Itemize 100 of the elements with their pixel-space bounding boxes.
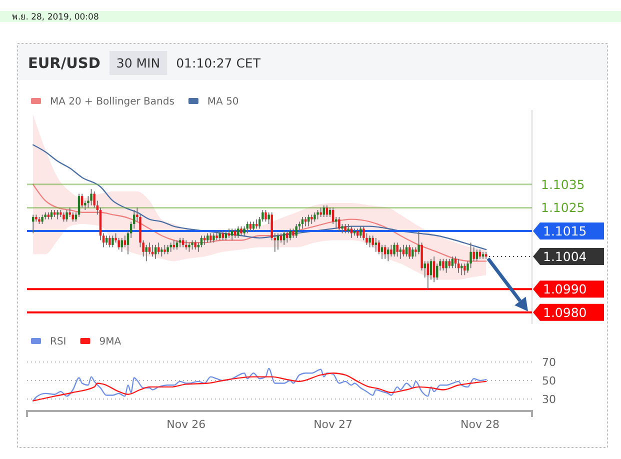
candlestick <box>255 218 258 230</box>
candlestick <box>240 226 242 236</box>
y-tick-label: 1.0980 <box>543 304 587 320</box>
candlestick <box>276 232 280 250</box>
candlestick <box>66 210 68 222</box>
candlestick <box>268 212 270 224</box>
candlestick <box>118 237 120 250</box>
candlestick <box>393 242 396 257</box>
text: 01:10:27 CET <box>176 56 261 70</box>
y-tick-label: 70 <box>542 356 556 369</box>
candlestick <box>243 226 246 236</box>
candlestick <box>426 260 430 290</box>
candlestick <box>451 256 454 269</box>
candlestick <box>295 224 298 238</box>
candlestick <box>384 244 386 260</box>
text: พ.ย. 28, 2019, 00:08 <box>12 12 99 22</box>
candlestick <box>374 237 378 252</box>
candlestick <box>476 249 478 262</box>
candlestick <box>185 240 188 250</box>
legend-label: MA 50 <box>207 96 239 108</box>
candlestick <box>78 193 80 218</box>
candlestick <box>145 244 148 262</box>
candlestick <box>347 224 350 234</box>
candlestick <box>84 200 86 210</box>
legend-label: 9MA <box>99 336 122 348</box>
candlestick <box>362 226 365 241</box>
candlestick <box>470 242 472 269</box>
candlestick <box>414 246 417 257</box>
candlestick <box>432 256 436 283</box>
chart-subtitle: 30 MIN <box>116 56 160 70</box>
candlestick <box>80 193 84 208</box>
candlestick <box>206 232 209 244</box>
candlestick <box>292 228 294 238</box>
candlestick <box>445 258 448 274</box>
candlestick <box>203 235 206 246</box>
candlestick <box>472 246 475 262</box>
candlestick <box>405 244 408 257</box>
candlestick <box>210 232 212 244</box>
candlestick <box>170 242 172 252</box>
y-tick-label: 1.1025 <box>541 200 585 216</box>
candlestick <box>289 228 292 241</box>
candlestick <box>378 240 380 255</box>
candlestick <box>166 244 169 255</box>
y-tick-label: 50 <box>542 374 556 388</box>
y-tick-label: 30 <box>542 392 556 406</box>
legend-label: RSI <box>50 336 66 348</box>
candlestick <box>108 235 111 248</box>
candlestick <box>322 204 325 218</box>
y-tick-label: 1.1015 <box>543 223 587 238</box>
candlestick <box>464 263 466 276</box>
candlestick <box>350 226 353 238</box>
candlestick <box>264 210 267 222</box>
candlestick <box>338 216 340 232</box>
candlestick <box>332 207 334 224</box>
y-tick-label: 1.1004 <box>543 249 587 264</box>
candlestick <box>436 263 438 280</box>
candlestick <box>200 235 203 248</box>
candlestick <box>62 212 65 222</box>
candlestick <box>188 242 190 252</box>
x-tick-label: Nov 26 <box>166 418 206 431</box>
candlestick <box>387 246 390 262</box>
candlestick <box>412 246 414 260</box>
candlestick <box>442 258 444 271</box>
candlestick <box>164 244 166 255</box>
candlestick <box>360 226 362 238</box>
candlestick <box>191 240 194 250</box>
y-tick-label: 1.1035 <box>541 176 585 192</box>
candlestick <box>237 226 240 238</box>
candlestick <box>310 214 313 224</box>
candlestick <box>154 244 157 260</box>
candlestick <box>341 224 344 234</box>
candlestick <box>68 207 71 218</box>
candlestick <box>368 235 371 248</box>
candlestick <box>286 230 288 244</box>
x-tick-label: Nov 27 <box>314 418 353 431</box>
candlestick <box>396 242 398 257</box>
candlestick <box>112 235 114 248</box>
candlestick <box>148 242 151 255</box>
candlestick <box>418 230 420 255</box>
legend-label: MA 20 + Bollinger Bands <box>50 96 174 108</box>
candlestick <box>399 246 402 260</box>
candlestick <box>194 240 196 250</box>
chart-title: EUR/USD <box>28 56 100 72</box>
candlestick <box>282 230 286 246</box>
candlestick <box>314 212 316 222</box>
line-series <box>32 144 487 250</box>
candlestick <box>218 230 221 241</box>
candlestick <box>158 242 160 255</box>
candlestick <box>72 212 74 222</box>
candlestick <box>160 246 163 257</box>
y-tick-label: 1.0990 <box>543 282 587 297</box>
candlestick <box>448 258 450 269</box>
candlestick <box>408 244 411 260</box>
candlestick <box>90 188 92 206</box>
candlestick <box>41 214 44 224</box>
candlestick <box>216 230 218 241</box>
candlestick <box>344 224 346 234</box>
candlestick <box>326 204 328 218</box>
candlestick <box>372 235 374 248</box>
candlestick <box>280 232 282 244</box>
